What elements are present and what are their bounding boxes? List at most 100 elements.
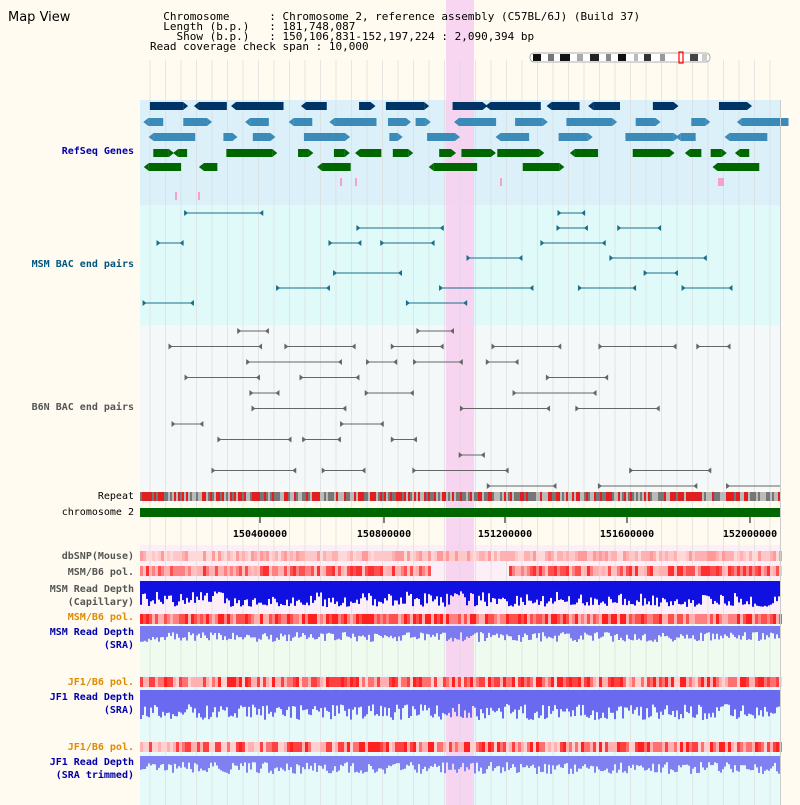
repeat-block bbox=[522, 492, 524, 501]
msm-cap-depth-bar bbox=[770, 581, 772, 605]
msm-cap-depth-bar bbox=[226, 581, 228, 596]
msm-cap-depth-bar bbox=[542, 581, 544, 596]
jf1-trim-depth-bar bbox=[776, 756, 778, 772]
msm-cap-depth-bar bbox=[690, 581, 692, 603]
msm-cap-depth-bar bbox=[446, 581, 448, 594]
repeat-block bbox=[392, 492, 394, 501]
jf1-pol-cell bbox=[293, 677, 296, 687]
msm-cap-depth-bar bbox=[388, 581, 390, 594]
dbsnp-cell bbox=[224, 551, 227, 561]
msm-pol2-cell bbox=[329, 614, 332, 624]
jf1-pol2-cell bbox=[554, 742, 557, 752]
jf1-sra-depth-bar bbox=[648, 690, 650, 718]
msm-cap-depth-bar bbox=[580, 581, 582, 594]
msm-pol-cell bbox=[185, 566, 188, 576]
track-label-refseq-genes[interactable]: RefSeq Genes bbox=[61, 146, 134, 157]
msm-cap-depth-bar bbox=[560, 581, 562, 594]
repeat-block bbox=[718, 492, 720, 501]
msm-pol-cell bbox=[176, 566, 179, 576]
track-label-msm-depth-sra-1[interactable]: MSM Read Depth bbox=[49, 627, 134, 638]
jf1-pol-cell bbox=[680, 677, 683, 687]
msm-pol2-cell bbox=[209, 614, 212, 624]
msm-cap-depth-bar bbox=[206, 581, 208, 593]
jf1-trim-depth-bar bbox=[414, 756, 416, 770]
msm-pol2-cell bbox=[524, 614, 527, 624]
msm-pol2-cell bbox=[758, 614, 761, 624]
msm-cap-depth-bar bbox=[630, 581, 632, 605]
msm-cap-depth-bar bbox=[154, 581, 156, 604]
msm-pol2-cell bbox=[554, 614, 557, 624]
dbsnp-cell bbox=[377, 551, 380, 561]
msm-pol-cell bbox=[767, 566, 770, 576]
jf1-trim-depth-bar bbox=[230, 756, 232, 770]
msm-pol-cell bbox=[371, 566, 374, 576]
dbsnp-cell bbox=[173, 551, 176, 561]
jf1-trim-depth-bar bbox=[546, 756, 548, 774]
track-label-msm-depth-capillary-1[interactable]: MSM Read Depth bbox=[49, 584, 134, 595]
jf1-pol2-cell bbox=[311, 742, 314, 752]
track-label-msm-bac[interactable]: MSM BAC end pairs bbox=[31, 259, 134, 270]
jf1-trim-depth-bar bbox=[758, 756, 760, 773]
dbsnp-cell bbox=[755, 551, 758, 561]
msm-cap-depth-bar bbox=[328, 581, 330, 598]
msm-pol2-cell bbox=[338, 614, 341, 624]
track-label-b6n-bac[interactable]: B6N BAC end pairs bbox=[31, 402, 134, 413]
msm-pol2-cell bbox=[281, 614, 284, 624]
repeat-block bbox=[386, 492, 388, 501]
dbsnp-cell bbox=[146, 551, 149, 561]
track-label-jf1-b6-pol-2[interactable]: JF1/B6 pol. bbox=[67, 742, 134, 753]
track-label-jf1-b6-pol[interactable]: JF1/B6 pol. bbox=[67, 677, 134, 688]
jf1-pol2-cell bbox=[308, 742, 311, 752]
repeat-block bbox=[672, 492, 674, 501]
jf1-pol-cell bbox=[176, 677, 179, 687]
jf1-sra-depth-bar bbox=[480, 690, 482, 710]
jf1-pol-cell bbox=[635, 677, 638, 687]
msm-sra-depth-bar bbox=[468, 626, 470, 638]
jf1-pol2-cell bbox=[368, 742, 371, 752]
jf1-pol2-cell bbox=[179, 742, 182, 752]
b6n-bac-pair-end bbox=[485, 359, 490, 365]
jf1-sra-depth-bar bbox=[364, 690, 366, 717]
repeat-block bbox=[606, 492, 608, 501]
refseq-gene bbox=[183, 118, 208, 126]
jf1-trim-depth-bar bbox=[660, 756, 662, 773]
msm-cap-depth-bar bbox=[202, 581, 204, 601]
msm-pol-cell bbox=[197, 566, 200, 576]
jf1-pol2-cell bbox=[155, 742, 158, 752]
jf1-pol-cell bbox=[287, 677, 290, 687]
msm-sra-depth-bar bbox=[302, 626, 304, 634]
refseq-gene bbox=[680, 133, 696, 141]
track-label-jf1-depth-trim-1[interactable]: JF1 Read Depth bbox=[49, 757, 134, 768]
gene-arrow bbox=[143, 118, 149, 126]
msm-sra-depth-bar bbox=[574, 626, 576, 641]
track-label-msm-b6-pol[interactable]: MSM/B6 pol. bbox=[67, 567, 134, 578]
jf1-sra-depth-bar bbox=[666, 690, 668, 706]
msm-cap-depth-bar bbox=[500, 581, 502, 600]
dbsnp-cell bbox=[428, 551, 431, 561]
jf1-trim-depth-bar bbox=[392, 756, 394, 765]
repeat-block bbox=[452, 492, 454, 501]
track-label-jf1-depth-sra-1[interactable]: JF1 Read Depth bbox=[49, 692, 134, 703]
track-label-dbsnp[interactable]: dbSNP(Mouse) bbox=[61, 551, 134, 562]
msm-pol2-cell bbox=[563, 614, 566, 624]
jf1-pol2-cell bbox=[239, 742, 242, 752]
msm-sra-depth-bar bbox=[768, 626, 770, 638]
msm-sra-depth-bar bbox=[222, 626, 224, 641]
b6n-bac-pair-end bbox=[264, 328, 269, 334]
jf1-trim-depth-bar bbox=[380, 756, 382, 769]
jf1-pol2-cell bbox=[530, 742, 533, 752]
jf1-trim-depth-bar bbox=[188, 756, 190, 763]
msm-cap-depth-bar bbox=[390, 581, 392, 596]
repeat-block bbox=[300, 492, 302, 501]
repeat-block bbox=[420, 492, 422, 501]
track-label-msm-b6-pol-2[interactable]: MSM/B6 pol. bbox=[67, 612, 134, 623]
gene-arrow bbox=[734, 149, 740, 157]
gene-arrow bbox=[143, 163, 149, 171]
jf1-pol2-cell bbox=[668, 742, 671, 752]
jf1-pol2-cell bbox=[431, 742, 434, 752]
jf1-trim-depth-bar bbox=[396, 756, 398, 764]
refseq-gene bbox=[203, 163, 218, 171]
ideogram-band bbox=[618, 54, 626, 61]
msm-sra-depth-bar bbox=[688, 626, 690, 639]
